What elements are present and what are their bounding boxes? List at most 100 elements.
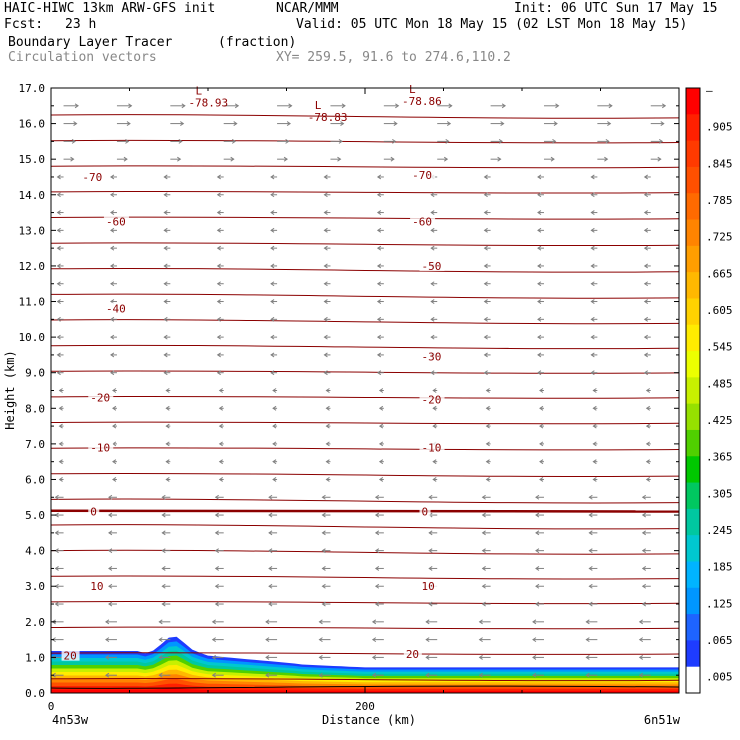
wind-vector-head bbox=[56, 263, 61, 269]
wind-vector-head bbox=[376, 334, 382, 340]
wind-vector-head bbox=[590, 227, 595, 233]
wind-vector-head bbox=[432, 477, 437, 482]
wind-vector-head bbox=[325, 459, 330, 465]
wind-vector-head bbox=[325, 477, 330, 482]
wind-vector-head bbox=[539, 459, 544, 465]
wind-vector-head bbox=[481, 548, 486, 554]
y-tick-label: 13.0 bbox=[19, 224, 46, 237]
wind-vector-head bbox=[590, 370, 595, 376]
wind-vector-head bbox=[425, 637, 430, 643]
wind-vector-head bbox=[110, 245, 115, 251]
wind-vector-head bbox=[535, 601, 540, 607]
wind-vector-head bbox=[430, 210, 435, 215]
contour-label-bg bbox=[61, 649, 80, 661]
wind-vector-head bbox=[325, 441, 330, 447]
wind-vector-head bbox=[108, 601, 113, 607]
wind-vector-head bbox=[218, 388, 223, 393]
wind-vector-head bbox=[126, 121, 131, 127]
wind-vector-head bbox=[590, 299, 595, 304]
temperature-contour bbox=[51, 652, 679, 655]
colorbar-swatch bbox=[686, 587, 700, 615]
wind-vector-head bbox=[161, 548, 166, 554]
temperature-contour bbox=[51, 575, 679, 580]
wind-vector-head bbox=[590, 263, 595, 269]
contour-label-bg bbox=[103, 302, 129, 314]
colorbar-label: .785 bbox=[706, 194, 733, 207]
wind-vector-head bbox=[110, 210, 115, 215]
wind-vector-head bbox=[112, 388, 117, 393]
wind-vector-head bbox=[268, 583, 273, 589]
contour-label-bg bbox=[410, 215, 436, 227]
wind-vector-head bbox=[323, 227, 328, 233]
contour-label-bg bbox=[410, 169, 436, 181]
wind-vector-head bbox=[641, 530, 647, 536]
wind-vector-head bbox=[58, 441, 63, 447]
wind-vector-head bbox=[108, 530, 113, 536]
colorbar-swatch bbox=[686, 666, 700, 694]
colorbar-label: .365 bbox=[706, 451, 733, 464]
wind-vector-head bbox=[325, 388, 330, 393]
y-tick-label: 12.0 bbox=[19, 260, 46, 273]
wind-vector-head bbox=[112, 477, 117, 482]
wind-vector-head bbox=[321, 601, 326, 607]
wind-vector-head bbox=[71, 138, 76, 144]
wind-vector-head bbox=[645, 405, 651, 411]
wind-vector-head bbox=[645, 388, 651, 393]
wind-vector-head bbox=[430, 227, 435, 233]
wind-vector-head bbox=[74, 103, 79, 109]
wind-vector-head bbox=[588, 548, 593, 554]
wind-vector-head bbox=[483, 192, 488, 198]
wind-vector-head bbox=[161, 512, 166, 518]
wind-vector-head bbox=[555, 103, 560, 109]
wind-vector-head bbox=[432, 405, 437, 411]
wind-vector-head bbox=[163, 299, 168, 304]
wind-vector-head bbox=[643, 299, 649, 304]
contour-label-bg bbox=[419, 259, 445, 271]
contour-label-bg bbox=[419, 505, 431, 517]
wind-vector-head bbox=[73, 121, 78, 127]
wind-vector-head bbox=[211, 619, 216, 625]
wind-vector-head bbox=[54, 566, 59, 571]
wind-vector-head bbox=[265, 637, 270, 643]
wind-vector-head bbox=[216, 245, 221, 251]
wind-vector-head bbox=[432, 388, 437, 393]
wind-vector-head bbox=[392, 138, 397, 144]
colorbar-label: .185 bbox=[706, 561, 733, 574]
wind-vector-head bbox=[657, 156, 662, 162]
wind-vector-head bbox=[585, 619, 590, 625]
wind-vector-head bbox=[638, 654, 644, 660]
wind-vector-head bbox=[110, 281, 115, 287]
x-tick-label: 200 bbox=[355, 700, 375, 713]
wind-vector-head bbox=[585, 654, 590, 660]
wind-vector-head bbox=[485, 388, 490, 393]
wind-vector-head bbox=[537, 263, 542, 269]
wind-vector-head bbox=[641, 601, 647, 607]
wind-vector-head bbox=[265, 672, 270, 678]
y-tick-label: 4.0 bbox=[25, 545, 45, 558]
wind-vector-head bbox=[272, 405, 277, 411]
contour-label-bg bbox=[419, 580, 438, 592]
wind-vector-head bbox=[56, 210, 61, 215]
minimum-symbol: L bbox=[195, 85, 202, 98]
wind-vector-head bbox=[272, 423, 277, 429]
wind-vector-head bbox=[56, 370, 61, 376]
wind-vector-head bbox=[177, 156, 182, 162]
wind-vector-head bbox=[265, 619, 270, 625]
wind-vector-head bbox=[56, 352, 61, 358]
wind-vector-head bbox=[268, 566, 273, 571]
wind-vector-head bbox=[376, 316, 382, 322]
wind-vector-head bbox=[216, 281, 221, 287]
contour-label-bg bbox=[419, 393, 445, 405]
wind-vector-head bbox=[272, 441, 277, 447]
wind-vector-head bbox=[483, 299, 488, 304]
wind-vector-head bbox=[128, 103, 133, 109]
wind-vector-head bbox=[211, 654, 216, 660]
minimum-labels: L-78.93 L-78.83L-78.86 bbox=[188, 83, 441, 124]
colorbar-label: .845 bbox=[706, 157, 733, 170]
wind-vector-head bbox=[641, 512, 647, 518]
wind-vector-head bbox=[371, 619, 377, 625]
wind-vector-head bbox=[163, 227, 168, 233]
wind-vector-head bbox=[643, 245, 649, 251]
temperature-contour bbox=[51, 114, 679, 119]
wind-vector-head bbox=[56, 245, 61, 251]
